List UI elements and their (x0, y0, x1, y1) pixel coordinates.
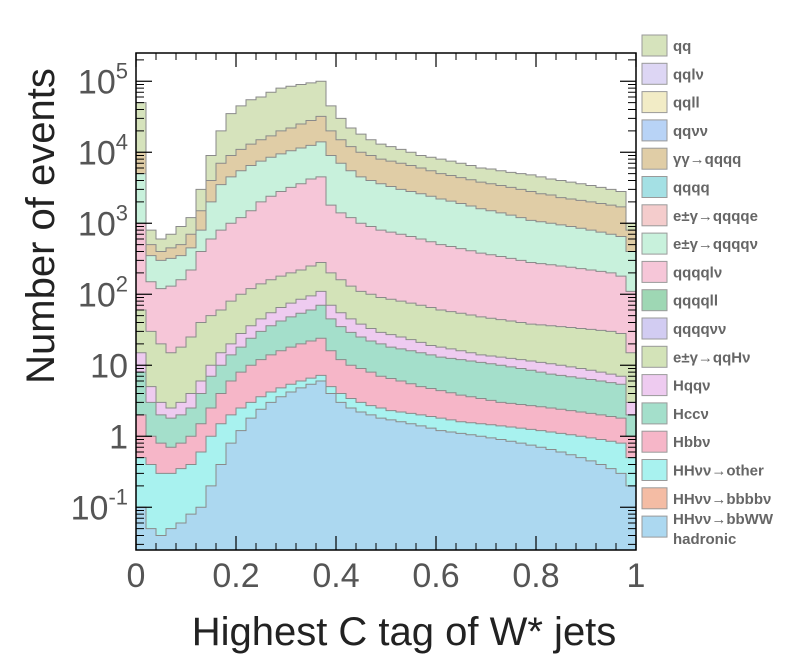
y-tick-label: 1 (109, 418, 128, 456)
legend-swatch (641, 119, 668, 142)
x-axis-title: Highest C tag of W* jets (192, 610, 617, 654)
x-tick-label: 0 (127, 557, 146, 595)
y-axis-ticks: 10-1 1 10 102 103 104 105 (71, 58, 636, 545)
legend-swatch (641, 34, 668, 57)
legend-label: qqνν (673, 123, 708, 140)
y-tick-label: 102 (78, 271, 128, 314)
legend-label: e±γ→qqHν (673, 349, 750, 366)
legend-label: qqll (673, 95, 700, 112)
legend-label: HHνν→bbbbν (673, 491, 771, 508)
legend-swatch (641, 91, 668, 114)
legend-swatch (641, 487, 668, 510)
stack-area (135, 380, 637, 551)
legend-swatch (641, 459, 668, 481)
legend-swatch (641, 260, 668, 283)
y-tick-label: 105 (78, 58, 128, 101)
legend-label: qqlν (673, 66, 704, 83)
legend-swatch (641, 232, 668, 255)
x-tick-label: 0.6 (412, 557, 459, 595)
x-tick-label: 1 (627, 557, 646, 595)
stacked-areas (135, 80, 637, 551)
legend-swatch (641, 402, 668, 425)
legend-swatch (641, 317, 668, 340)
x-tick-label: 0.2 (212, 557, 259, 595)
x-tick-label: 0.4 (312, 557, 359, 595)
legend-swatch (641, 430, 668, 453)
legend-label: e±γ→qqqqν (673, 236, 758, 253)
legend-label-line2: hadronic (673, 531, 736, 548)
legend-swatch (641, 176, 668, 198)
x-tick-label: 0.8 (512, 557, 559, 595)
legend-label: qqqqνν (673, 321, 726, 338)
legend-label: e±γ→qqqqe (673, 208, 758, 225)
legend-label: Hqqν (673, 378, 711, 395)
x-axis-ticks: 0 0.2 0.4 0.6 0.8 1 (127, 53, 646, 595)
legend-swatch (641, 374, 668, 397)
legend: qqqqlνqqllqqννγγ→qqqqqqqqe±γ→qqqqee±γ→qq… (641, 34, 774, 548)
legend-swatch (641, 289, 668, 312)
legend-label: HHνν→bbWW (673, 511, 774, 528)
y-tick-label: 10 (90, 347, 128, 385)
legend-label: qq (673, 38, 691, 55)
legend-label: Hbbν (673, 434, 711, 451)
legend-swatch (641, 147, 668, 170)
y-tick-label: 10-1 (71, 484, 128, 527)
legend-swatch (641, 345, 668, 368)
legend-label: qqqqlν (673, 264, 722, 281)
y-axis-title: Number of events (19, 68, 63, 384)
legend-swatch (641, 62, 668, 85)
y-tick-label: 103 (78, 200, 128, 243)
legend-label: qqqq (673, 180, 710, 197)
legend-label: HHνν→other (673, 463, 764, 480)
legend-label: qqqqll (673, 293, 718, 310)
y-tick-label: 104 (78, 129, 128, 172)
legend-label: Hccν (673, 406, 709, 423)
legend-swatch (641, 204, 668, 227)
legend-label: γγ→qqqq (673, 151, 741, 168)
legend-swatch (641, 515, 668, 538)
